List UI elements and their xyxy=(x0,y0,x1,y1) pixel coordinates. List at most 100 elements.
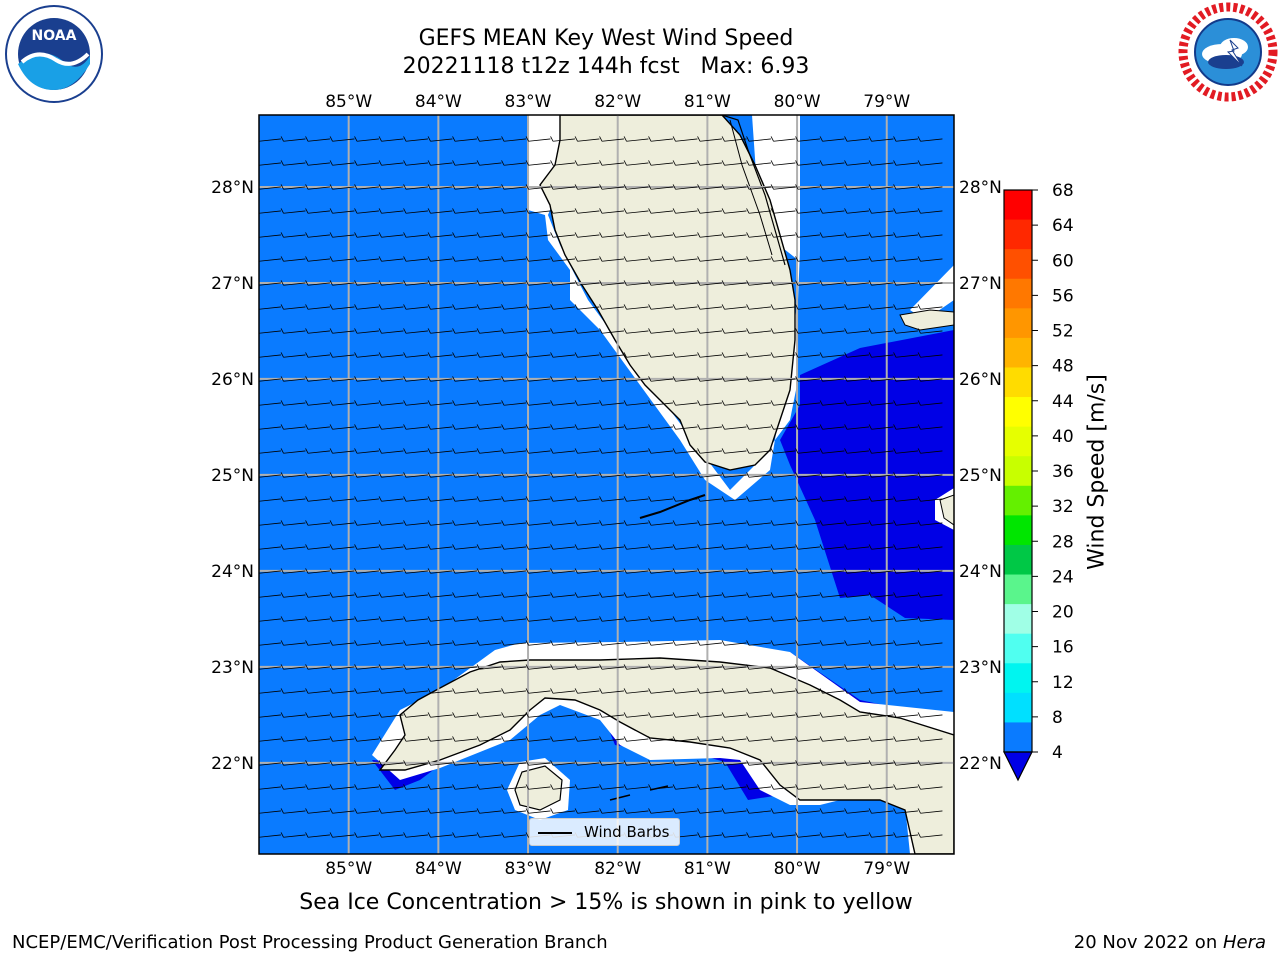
wind-barb xyxy=(427,352,453,358)
wind-barb xyxy=(868,544,894,550)
wind-barb xyxy=(648,664,673,670)
wind-barb xyxy=(672,496,698,502)
wind-barb xyxy=(844,808,869,814)
wind-barb xyxy=(721,808,747,814)
wind-barb xyxy=(305,688,330,694)
noaa-logo-text: NOAA xyxy=(32,28,77,44)
wind-barb xyxy=(819,472,845,478)
wind-barb xyxy=(329,544,355,550)
wind-barb xyxy=(525,184,551,190)
nws-logo xyxy=(1178,2,1278,102)
wind-barb xyxy=(697,568,722,574)
wind-barb xyxy=(476,448,502,454)
colorbar-tick-label: 52 xyxy=(1052,322,1074,342)
wind-barb xyxy=(403,304,428,310)
wind-barb xyxy=(917,304,943,310)
wind-barb xyxy=(868,568,894,574)
wind-barb xyxy=(501,688,526,694)
wind-barb xyxy=(868,328,894,334)
wind-barb xyxy=(770,280,796,286)
wind-barb xyxy=(599,328,624,334)
wind-barb xyxy=(697,616,722,622)
wind-barb xyxy=(844,784,869,790)
wind-barb xyxy=(721,736,747,742)
wind-barb xyxy=(868,784,894,790)
wind-barb xyxy=(525,160,551,166)
wind-barb xyxy=(795,184,820,190)
colorbar-tick-label: 48 xyxy=(1052,357,1074,377)
wind-barb xyxy=(648,472,673,478)
wind-barb xyxy=(550,520,575,526)
wind-barb xyxy=(746,448,771,454)
wind-barb xyxy=(746,184,771,190)
wind-barb xyxy=(770,784,796,790)
wind-barb xyxy=(746,400,771,406)
wind-barb xyxy=(550,136,575,142)
wind-barb xyxy=(746,760,771,766)
wind-barb xyxy=(403,592,428,598)
wind-barb xyxy=(770,400,796,406)
wind-barb xyxy=(329,736,355,742)
wind-barb xyxy=(844,640,869,646)
wind-barb xyxy=(599,568,624,574)
wind-barb xyxy=(746,736,771,742)
wind-barb xyxy=(819,640,845,646)
wind-barb xyxy=(354,448,379,454)
wind-barb xyxy=(795,784,820,790)
lat-tick-label: 24°N xyxy=(959,562,1002,582)
wind-barb xyxy=(378,280,404,286)
wind-barb xyxy=(259,328,281,334)
wind-barb xyxy=(259,160,281,166)
colorbar-segment xyxy=(1004,692,1032,723)
wind-barb xyxy=(501,400,526,406)
wind-barb xyxy=(893,592,918,598)
wind-barb xyxy=(819,520,845,526)
wind-barb xyxy=(868,280,894,286)
wind-barb xyxy=(599,256,624,262)
wind-barb xyxy=(893,328,918,334)
wind-barb xyxy=(452,448,477,454)
wind-barb xyxy=(427,808,453,814)
wind-barb xyxy=(672,208,698,214)
wind-barb xyxy=(550,328,575,334)
wind-barb xyxy=(770,592,796,598)
wind-barb xyxy=(795,760,820,766)
wind-barb xyxy=(259,208,281,214)
wind-barb xyxy=(329,712,355,718)
wind-barb xyxy=(452,832,477,838)
wind-barb xyxy=(697,544,722,550)
wind-barb xyxy=(599,472,624,478)
wind-barb xyxy=(868,616,894,622)
wind-barb xyxy=(623,328,649,334)
wind-barb xyxy=(476,424,502,430)
wind-barb xyxy=(819,568,845,574)
wind-barb xyxy=(452,568,477,574)
colorbar-segment xyxy=(1004,663,1032,694)
wind-barb xyxy=(501,136,526,142)
wind-barb xyxy=(672,712,698,718)
wind-barb xyxy=(795,208,820,214)
wind-barb xyxy=(305,832,330,838)
wind-barb xyxy=(476,472,502,478)
wind-barb xyxy=(746,808,771,814)
wind-barb xyxy=(893,400,918,406)
wind-barb xyxy=(452,664,477,670)
wind-barb xyxy=(378,784,404,790)
wind-barb xyxy=(476,376,502,382)
lat-tick-label: 28°N xyxy=(959,178,1002,198)
wind-barb xyxy=(550,424,575,430)
wind-barb xyxy=(819,136,845,142)
wind-barb xyxy=(305,256,330,262)
lat-tick-label: 26°N xyxy=(959,370,1002,390)
wind-barb xyxy=(623,280,649,286)
wind-barb xyxy=(378,208,404,214)
lon-tick-label: 83°W xyxy=(505,92,552,112)
wind-barb xyxy=(623,760,649,766)
wind-barb xyxy=(917,280,943,286)
chart-subtitle: 20221118 t12z 144h fcst Max: 6.93 xyxy=(402,54,810,79)
wind-barb xyxy=(427,640,453,646)
wind-barb xyxy=(378,184,404,190)
wind-barb xyxy=(550,232,575,238)
wind-barb xyxy=(599,424,624,430)
colorbar-tick-label: 4 xyxy=(1052,743,1063,763)
